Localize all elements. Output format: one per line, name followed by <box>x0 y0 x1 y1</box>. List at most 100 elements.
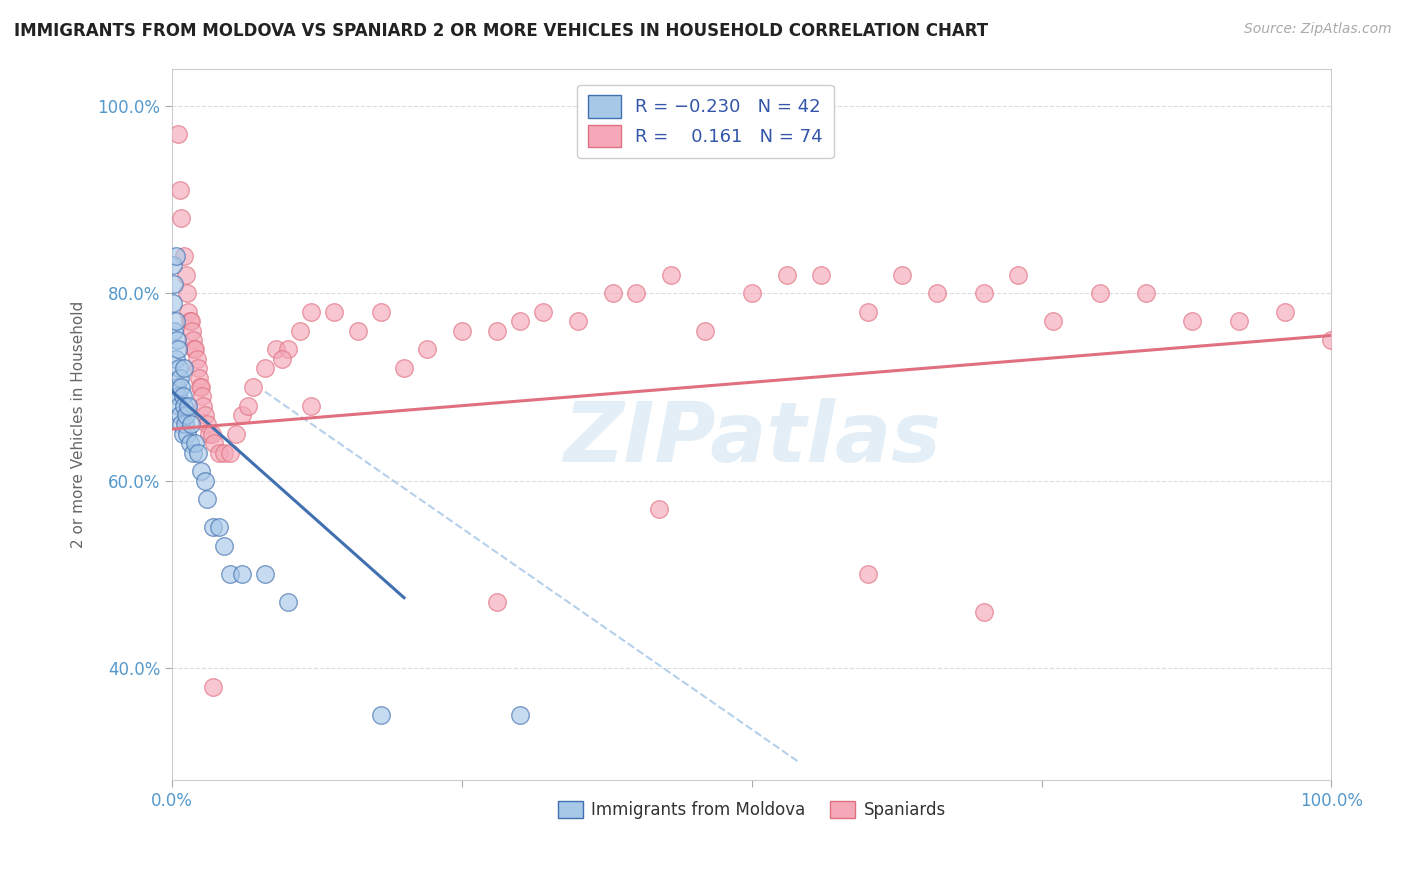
Point <box>187 361 209 376</box>
Point <box>346 324 368 338</box>
Point <box>973 286 995 301</box>
Point <box>624 286 647 301</box>
Point <box>165 351 187 366</box>
Point <box>165 249 187 263</box>
Point <box>193 399 215 413</box>
Point <box>166 333 188 347</box>
Point <box>169 408 191 422</box>
Point <box>190 380 212 394</box>
Point <box>856 567 879 582</box>
Point <box>181 333 204 347</box>
Point <box>370 707 392 722</box>
Point <box>184 436 207 450</box>
Point <box>266 343 288 357</box>
Point <box>392 361 415 376</box>
Point <box>1088 286 1111 301</box>
Point <box>166 380 188 394</box>
Point <box>231 567 253 582</box>
Text: ZIPatlas: ZIPatlas <box>562 398 941 479</box>
Point <box>207 445 229 459</box>
Point <box>1181 314 1204 328</box>
Point <box>194 408 217 422</box>
Y-axis label: 2 or more Vehicles in Household: 2 or more Vehicles in Household <box>72 301 86 548</box>
Point <box>509 314 531 328</box>
Point <box>602 286 624 301</box>
Point <box>485 324 508 338</box>
Point <box>174 408 197 422</box>
Point <box>176 286 198 301</box>
Point <box>214 445 236 459</box>
Point <box>170 417 193 432</box>
Point <box>165 314 187 328</box>
Point <box>180 417 202 432</box>
Point <box>173 249 195 263</box>
Point <box>927 286 949 301</box>
Legend: Immigrants from Moldova, Spaniards: Immigrants from Moldova, Spaniards <box>551 794 952 825</box>
Point <box>183 343 205 357</box>
Point <box>648 501 671 516</box>
Point <box>198 426 221 441</box>
Point <box>187 370 209 384</box>
Point <box>695 324 717 338</box>
Point <box>181 445 204 459</box>
Point <box>277 343 299 357</box>
Point <box>242 380 264 394</box>
Point <box>180 314 202 328</box>
Point <box>485 595 508 609</box>
Point <box>219 445 242 459</box>
Point <box>172 426 194 441</box>
Point <box>299 305 322 319</box>
Point <box>1007 268 1029 282</box>
Point <box>169 183 191 197</box>
Point <box>179 314 201 328</box>
Point <box>162 258 184 272</box>
Point <box>231 408 253 422</box>
Point <box>271 351 294 366</box>
Point <box>174 417 197 432</box>
Point <box>231 876 253 890</box>
Point <box>194 474 217 488</box>
Point <box>201 680 224 694</box>
Point <box>299 399 322 413</box>
Point <box>167 399 190 413</box>
Point <box>201 520 224 534</box>
Point <box>173 361 195 376</box>
Point <box>167 127 190 141</box>
Point <box>370 305 392 319</box>
Point <box>179 436 201 450</box>
Point <box>190 464 212 478</box>
Point <box>1274 305 1296 319</box>
Point <box>1135 286 1157 301</box>
Point <box>509 707 531 722</box>
Point <box>172 389 194 403</box>
Point <box>167 389 190 403</box>
Point <box>856 305 879 319</box>
Point <box>741 286 763 301</box>
Point <box>1227 314 1250 328</box>
Point <box>225 426 247 441</box>
Point <box>177 399 200 413</box>
Point <box>277 595 299 609</box>
Point <box>162 295 184 310</box>
Point <box>195 417 218 432</box>
Point <box>184 343 207 357</box>
Point <box>177 305 200 319</box>
Point <box>810 268 832 282</box>
Point <box>775 268 797 282</box>
Text: IMMIGRANTS FROM MOLDOVA VS SPANIARD 2 OR MORE VEHICLES IN HOUSEHOLD CORRELATION : IMMIGRANTS FROM MOLDOVA VS SPANIARD 2 OR… <box>14 22 988 40</box>
Point <box>323 305 346 319</box>
Point <box>174 268 197 282</box>
Point <box>531 305 554 319</box>
Point <box>195 492 218 507</box>
Point <box>170 211 193 226</box>
Point <box>202 436 225 450</box>
Point <box>186 351 208 366</box>
Point <box>214 539 236 553</box>
Point <box>176 426 198 441</box>
Point <box>187 445 209 459</box>
Point <box>1320 333 1343 347</box>
Point <box>188 380 211 394</box>
Point <box>236 399 259 413</box>
Point <box>659 268 682 282</box>
Point <box>451 324 474 338</box>
